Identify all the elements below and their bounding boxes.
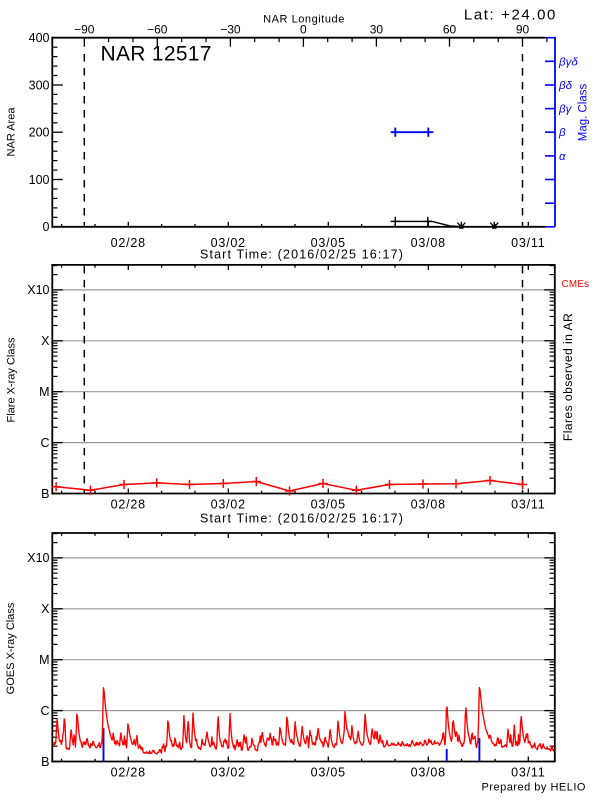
svg-text:400: 400 [29,31,50,45]
svg-text:GOES X-ray Class: GOES X-ray Class [5,602,17,694]
svg-text:X10: X10 [27,551,49,565]
svg-text:βδ: βδ [558,80,573,92]
svg-text:200: 200 [29,126,50,140]
svg-text:NAR 12517: NAR 12517 [101,43,212,66]
svg-text:300: 300 [29,78,50,92]
svg-text:02/28: 02/28 [111,497,146,511]
svg-text:Start Time: (2016/02/25 16:17): Start Time: (2016/02/25 16:17) [200,247,404,261]
svg-text:βγ: βγ [558,104,573,116]
svg-text:60: 60 [443,23,457,37]
svg-text:Prepared by HELIO: Prepared by HELIO [482,781,587,793]
svg-text:α: α [559,151,566,163]
svg-text:βγδ: βγδ [558,56,578,68]
svg-text:100: 100 [29,173,50,187]
svg-text:Flares observed in AR: Flares observed in AR [561,313,575,441]
svg-text:03/02: 03/02 [211,765,246,779]
svg-text:−90: −90 [74,23,95,37]
svg-text:03/02: 03/02 [211,236,246,250]
svg-text:03/11: 03/11 [511,765,545,779]
svg-text:90: 90 [516,23,530,37]
svg-text:−60: −60 [147,23,168,37]
svg-text:Mag. Class: Mag. Class [578,83,590,141]
svg-text:03/05: 03/05 [311,497,346,511]
svg-text:03/08: 03/08 [411,765,446,779]
svg-text:03/05: 03/05 [311,236,346,250]
svg-text:03/02: 03/02 [211,497,246,511]
svg-text:CMEs: CMEs [562,279,590,290]
svg-text:03/11: 03/11 [511,497,545,511]
svg-text:0: 0 [300,23,307,37]
svg-text:02/28: 02/28 [111,765,146,779]
svg-text:C: C [40,704,49,718]
svg-text:X: X [41,602,50,616]
svg-text:X10: X10 [27,283,49,297]
svg-text:C: C [40,436,49,450]
svg-text:β: β [558,127,566,139]
svg-text:X: X [41,334,50,348]
svg-text:−30: −30 [220,23,241,37]
svg-text:03/08: 03/08 [411,497,446,511]
svg-text:0: 0 [43,220,50,234]
svg-text:Flare X-ray Class: Flare X-ray Class [6,337,18,422]
svg-text:B: B [41,755,49,769]
svg-text:02/28: 02/28 [111,236,146,250]
svg-text:M: M [39,385,49,399]
svg-text:Start Time: (2016/02/25 16:17): Start Time: (2016/02/25 16:17) [200,511,404,525]
svg-text:Lat: +24.00: Lat: +24.00 [464,7,557,24]
svg-text:M: M [39,653,49,667]
svg-text:30: 30 [370,23,384,37]
svg-text:03/11: 03/11 [511,236,545,250]
svg-text:NAR Longitude: NAR Longitude [263,14,345,26]
svg-text:03/05: 03/05 [311,765,346,779]
svg-text:B: B [41,487,49,501]
svg-text:NAR Area: NAR Area [6,107,18,157]
svg-text:03/08: 03/08 [411,236,446,250]
